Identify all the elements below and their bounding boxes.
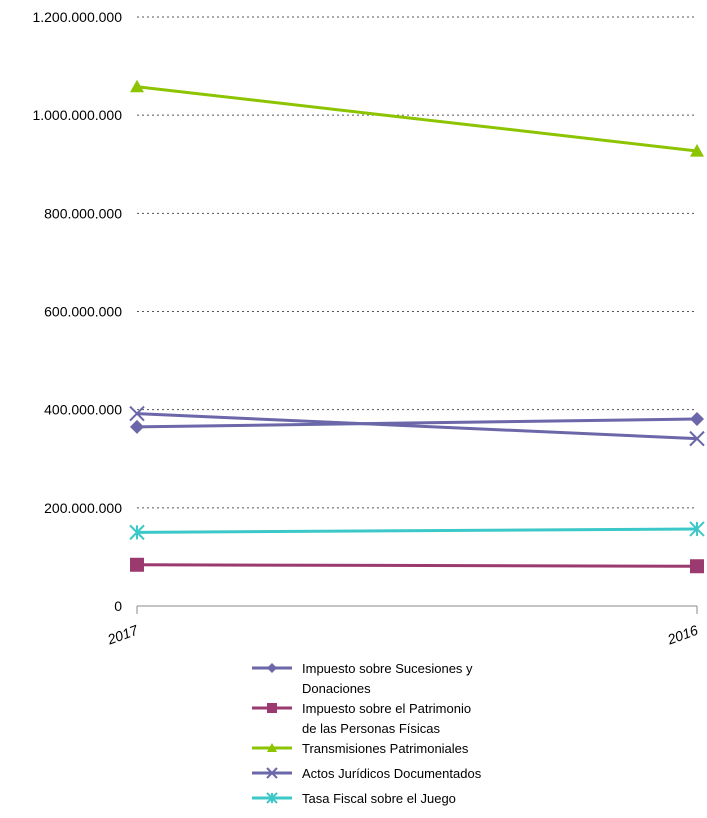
- series-0: [130, 411, 704, 434]
- legend-label: Transmisiones Patrimoniales: [302, 741, 469, 756]
- legend-label: Impuesto sobre Sucesiones y: [302, 661, 473, 676]
- data-point: [690, 143, 704, 157]
- data-point: [689, 521, 705, 537]
- legend-item: Impuesto sobre el Patrimonio de las Perso…: [252, 701, 471, 736]
- y-tick-label: 1.000.000.000: [32, 107, 122, 123]
- series-line: [136, 527, 698, 534]
- series-line: [136, 85, 698, 153]
- legend-marker: [266, 767, 278, 779]
- legend-marker: [267, 663, 277, 673]
- legend-item: Transmisiones Patrimoniales: [252, 741, 469, 756]
- legend-item: Impuesto sobre Sucesiones y Donaciones: [252, 661, 473, 696]
- data-point: [129, 405, 145, 422]
- legend-marker: [266, 792, 278, 804]
- data-point: [129, 524, 145, 541]
- data-point: [690, 559, 704, 574]
- series-line: [136, 563, 698, 568]
- series-1: [130, 557, 704, 574]
- data-point: [130, 79, 144, 93]
- y-tick-label: 800.000.000: [44, 205, 122, 221]
- y-tick-label: 1.200.000.000: [32, 9, 122, 25]
- data-point: [689, 430, 705, 447]
- series-2: [130, 79, 704, 157]
- legend-label: Donaciones: [302, 681, 371, 696]
- x-axis: 2017 2016: [104, 605, 700, 648]
- legend: Impuesto sobre Sucesiones yDonacionesImp…: [252, 661, 482, 806]
- legend-label: de las Personas Físicas: [302, 721, 441, 736]
- y-axis: 0 200.000.000 400.000.000 600.000.000 800.00…: [32, 9, 122, 614]
- y-tick-label: 200.000.000: [44, 500, 122, 516]
- legend-marker: [267, 743, 277, 752]
- legend-label: Impuesto sobre el Patrimonio: [302, 701, 471, 716]
- data-point: [690, 411, 704, 426]
- y-tick-label: 0: [114, 598, 122, 614]
- data-point: [130, 419, 144, 434]
- legend-item: Actos Jurídicos Documentados: [252, 766, 482, 781]
- legend-item: Tasa Fiscal sobre el Juego: [252, 791, 456, 806]
- series-line: [136, 412, 698, 441]
- grid-lines: [137, 16, 697, 509]
- data-point: [130, 557, 144, 572]
- y-tick-label: 600.000.000: [44, 304, 122, 320]
- series-line: [136, 417, 698, 429]
- series-3: [129, 405, 705, 447]
- x-tick-label: 2017: [104, 621, 141, 647]
- series-group: [129, 79, 705, 574]
- legend-label: Actos Jurídicos Documentados: [302, 766, 482, 781]
- y-tick-label: 400.000.000: [44, 402, 122, 418]
- legend-marker: [267, 703, 277, 713]
- legend-label: Tasa Fiscal sobre el Juego: [302, 791, 456, 806]
- x-tick-label: 2016: [664, 622, 700, 648]
- series-4: [129, 521, 705, 541]
